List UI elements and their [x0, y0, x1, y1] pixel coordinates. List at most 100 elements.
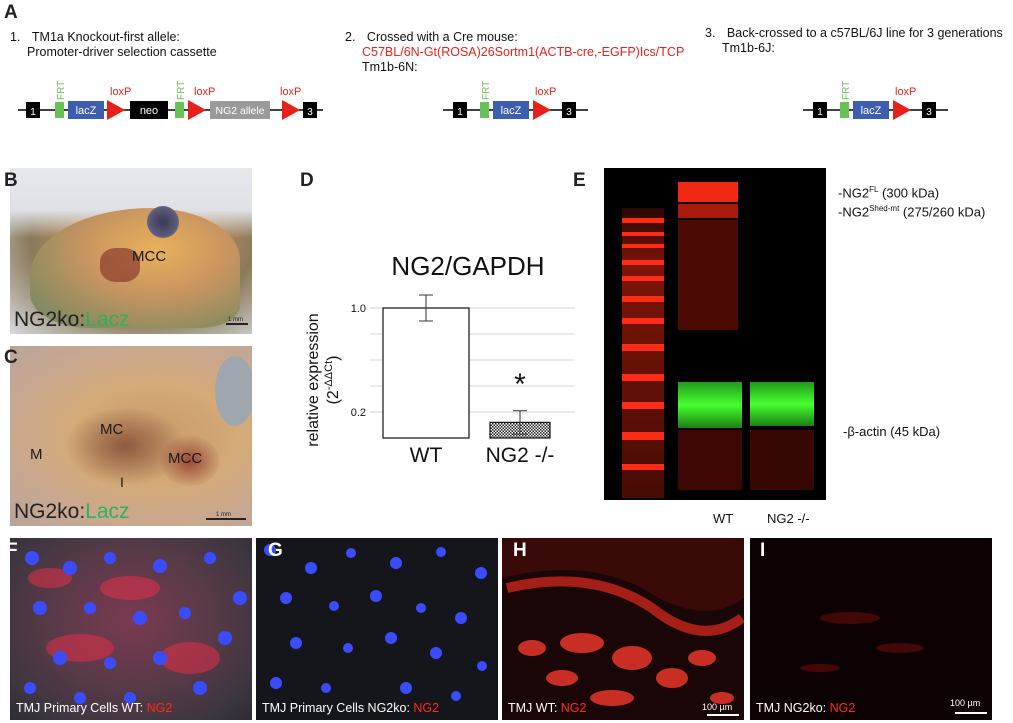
- panel-g-caption-prefix: TMJ Primary Cells NG2ko:: [262, 701, 414, 715]
- western-blot-image: [604, 168, 826, 500]
- frt-label: FRT: [481, 81, 492, 100]
- step-2-line2: C57BL/6N-Gt(ROSA)26Sortm1(ACTB-cre,-EGFP…: [362, 45, 685, 59]
- frt-1-label: FRT: [56, 81, 67, 100]
- neo-box: [130, 101, 168, 119]
- panel-h-tissue: [502, 538, 744, 706]
- y-axis-formula-exponent: -ΔΔCt: [323, 361, 335, 390]
- panel-f-letter: F: [6, 540, 18, 561]
- lane-wt-label: WT: [713, 511, 734, 526]
- y-tick-labels: 0.2 1.0: [351, 303, 366, 419]
- neo-label: neo: [140, 105, 158, 117]
- panel-b-ng2ko-label: NG2ko:Lacz: [14, 308, 130, 332]
- panel-c-ng2ko-label: NG2ko:Lacz: [14, 500, 130, 524]
- panel-b-lacz-suffix: Lacz: [85, 308, 130, 331]
- mcc-label: MCC: [168, 450, 203, 467]
- y-axis-label: relative expression: [305, 313, 322, 446]
- loxp-arrow: [893, 100, 911, 120]
- lane-ko-label: NG2 -/-: [767, 511, 810, 526]
- step-2-text: 2. Crossed with a Cre mouse: C57BL/6N-Gt…: [345, 30, 684, 75]
- ladder-lane: [622, 208, 664, 498]
- loxp-label: loxP: [535, 86, 556, 98]
- exon-3-box: [562, 102, 576, 118]
- bar-wt: [382, 307, 470, 439]
- loxp-3-arrow: [282, 100, 300, 120]
- panel-c-scale-bar: [206, 518, 246, 520]
- ng2-allele-box: [210, 101, 270, 119]
- exon-3-label: 3: [566, 107, 572, 118]
- i-label: I: [120, 474, 124, 490]
- y-axis-label-formula: (2-ΔΔCt): [323, 356, 342, 405]
- panel-i-letter: I: [760, 540, 766, 561]
- ng2-fl-band: [678, 182, 738, 202]
- x-tick-label: NG2 -/-: [486, 444, 555, 467]
- panel-f-cells: [24, 551, 247, 704]
- step-1-number: 1.: [10, 30, 21, 44]
- panel-i-tissue: [800, 612, 924, 672]
- mcc-label: MCC: [132, 248, 167, 265]
- exon-1-label: 1: [817, 107, 823, 118]
- y-tick-label: 1.0: [351, 303, 366, 315]
- step-1-line2: Promoter-driver selection cassette: [27, 45, 217, 59]
- exon-1-box: [453, 102, 467, 118]
- panel-h-caption: TMJ WT: NG2: [508, 701, 586, 715]
- step-3-line2: Tm1b-6J:: [722, 41, 775, 55]
- panel-i-caption-prefix: TMJ NG2ko:: [756, 701, 830, 715]
- loxp-2-arrow: [188, 100, 206, 120]
- x-tick-labels: WT NG2 -/-: [410, 444, 555, 467]
- ng2-shed-size: (275/260 kDa): [899, 204, 986, 220]
- panel-i-scale-label: 100 µm: [950, 698, 981, 708]
- exon-1-label: 1: [457, 107, 463, 118]
- step-2-line3: Tm1b-6N:: [362, 60, 418, 74]
- panel-c-lacz-suffix: Lacz: [85, 500, 130, 523]
- panel-b-ng2ko-prefix: NG2ko:: [14, 308, 86, 331]
- eye-edge: [215, 356, 252, 426]
- frt-label: FRT: [841, 81, 852, 100]
- lacz-1-box: [68, 101, 104, 119]
- panel-h-caption-prefix: TMJ WT:: [508, 701, 561, 715]
- y-axis-formula-close: ): [325, 356, 342, 361]
- ng2-shed-superscript: Shed-mt: [869, 204, 900, 213]
- construct-tm1b-6n: 1 FRT lacZ loxP 3: [443, 81, 588, 120]
- lacz-box: [493, 101, 529, 119]
- exon-3-box: [922, 102, 936, 118]
- panel-c-scale-label: 1 mm: [216, 512, 231, 518]
- exon-1-box: [813, 102, 827, 118]
- wt-actin-band: [678, 382, 742, 428]
- step-3-line1: Back-crossed to a c57BL/6J line for 3 ge…: [726, 26, 1003, 40]
- panel-i-caption-ng2: NG2: [829, 701, 856, 715]
- exon-3-label: 3: [926, 107, 932, 118]
- ng2-shed-band: [678, 204, 738, 218]
- lacz-label: lacZ: [861, 105, 882, 117]
- wt-lane-smear: [678, 220, 738, 330]
- panel-h-photo: TMJ WT: NG2 100 µm: [502, 538, 744, 720]
- panel-d-letter: D: [300, 170, 314, 191]
- frt-box: [840, 102, 849, 118]
- ladder-bands: [622, 218, 664, 470]
- panel-f-caption-prefix: TMJ Primary Cells WT:: [16, 701, 147, 715]
- ng2-fl-label: -NG2FL (300 kDa): [838, 185, 939, 200]
- panel-g-cells: [264, 544, 487, 701]
- panel-g-caption-ng2: NG2: [413, 701, 440, 715]
- panel-f-photo: TMJ Primary Cells WT: NG2: [10, 538, 252, 720]
- panel-c-ng2ko-prefix: NG2ko:: [14, 500, 86, 523]
- loxp-3-label: loxP: [280, 86, 301, 98]
- frt-2-label: FRT: [176, 81, 187, 100]
- exon-3-label: 3: [307, 107, 313, 118]
- ng2-fl-prefix: -NG2: [838, 185, 870, 201]
- x-tick-label: WT: [410, 444, 443, 467]
- panel-b-letter: B: [4, 170, 18, 191]
- panel-h-scale-label: 100 µm: [702, 702, 733, 712]
- panel-g-letter: G: [268, 540, 283, 561]
- step-3-number: 3.: [705, 26, 716, 40]
- ko-actin-band: [750, 382, 814, 426]
- step-1-line1: TM1a Knockout-first allele:: [31, 30, 180, 44]
- panel-h-letter: H: [513, 540, 527, 561]
- frt-1-box: [55, 102, 64, 118]
- ng2-shed-label: -NG2Shed-mt (275/260 kDa): [838, 204, 985, 219]
- y-tick-label: 0.2: [351, 407, 366, 419]
- construct-tm1b-6j: 1 FRT lacZ loxP 3: [803, 81, 948, 120]
- ng2-fl-superscript: FL: [869, 185, 879, 194]
- lacz-label: lacZ: [501, 105, 522, 117]
- panel-b-scale-label: 1 mm: [228, 317, 243, 323]
- frt-2-box: [175, 102, 184, 118]
